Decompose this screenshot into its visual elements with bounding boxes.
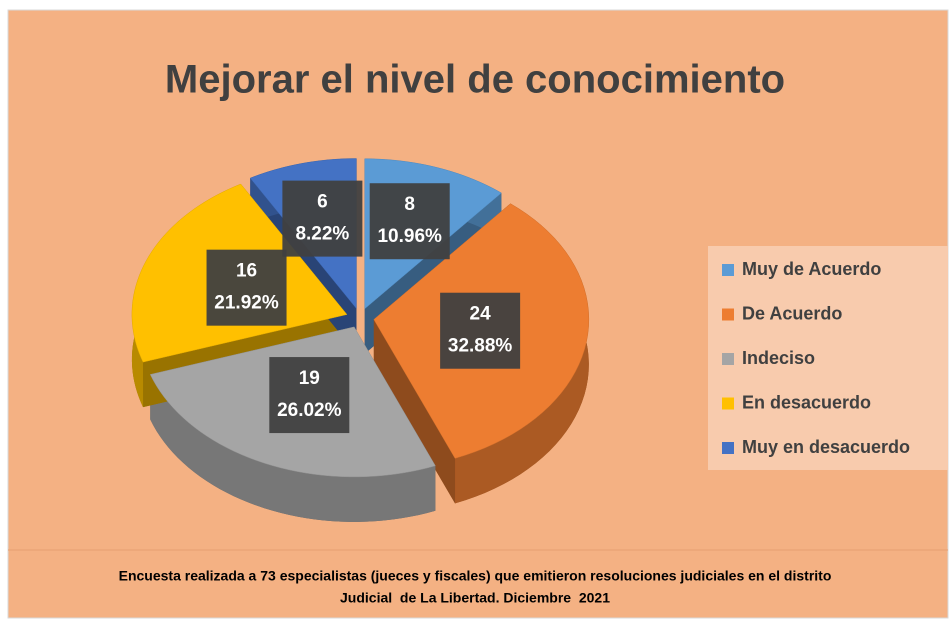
chart-title: Mejorar el nivel de conocimiento	[165, 58, 785, 102]
data-label: 8	[404, 194, 415, 215]
legend-swatch	[722, 353, 734, 365]
legend-label: En desacuerdo	[742, 392, 871, 412]
data-label: 21.92%	[214, 293, 279, 314]
data-label: 10.96%	[377, 226, 442, 247]
slice-wall	[373, 319, 456, 504]
legend-swatch	[722, 264, 734, 276]
footnote: Encuesta realizada a 73 especialistas (j…	[119, 568, 832, 584]
data-label: 24	[470, 304, 492, 325]
data-label-box	[282, 180, 363, 257]
legend	[708, 246, 948, 470]
legend-label: De Acuerdo	[742, 303, 842, 323]
data-label-box	[440, 292, 521, 369]
legend-swatch	[722, 308, 734, 321]
data-label: 16	[236, 261, 257, 282]
legend-label: Indeciso	[742, 348, 815, 368]
legend-swatch	[722, 397, 734, 410]
data-label: 6	[317, 192, 328, 213]
data-label: 32.88%	[448, 336, 513, 357]
data-label: 26.02%	[277, 400, 342, 421]
footnote: Judicial de La Libertad. Diciembre 2021	[340, 590, 610, 606]
legend-label: Muy de Acuerdo	[742, 259, 881, 279]
data-label-box	[206, 249, 287, 326]
data-label-box	[369, 183, 450, 260]
data-label-box	[269, 357, 350, 434]
data-label: 19	[299, 368, 320, 389]
slice-rim	[150, 374, 436, 522]
legend-label: Muy en desacuerdo	[742, 437, 910, 457]
legend-swatch	[722, 442, 734, 454]
data-label: 8.22%	[295, 224, 349, 245]
